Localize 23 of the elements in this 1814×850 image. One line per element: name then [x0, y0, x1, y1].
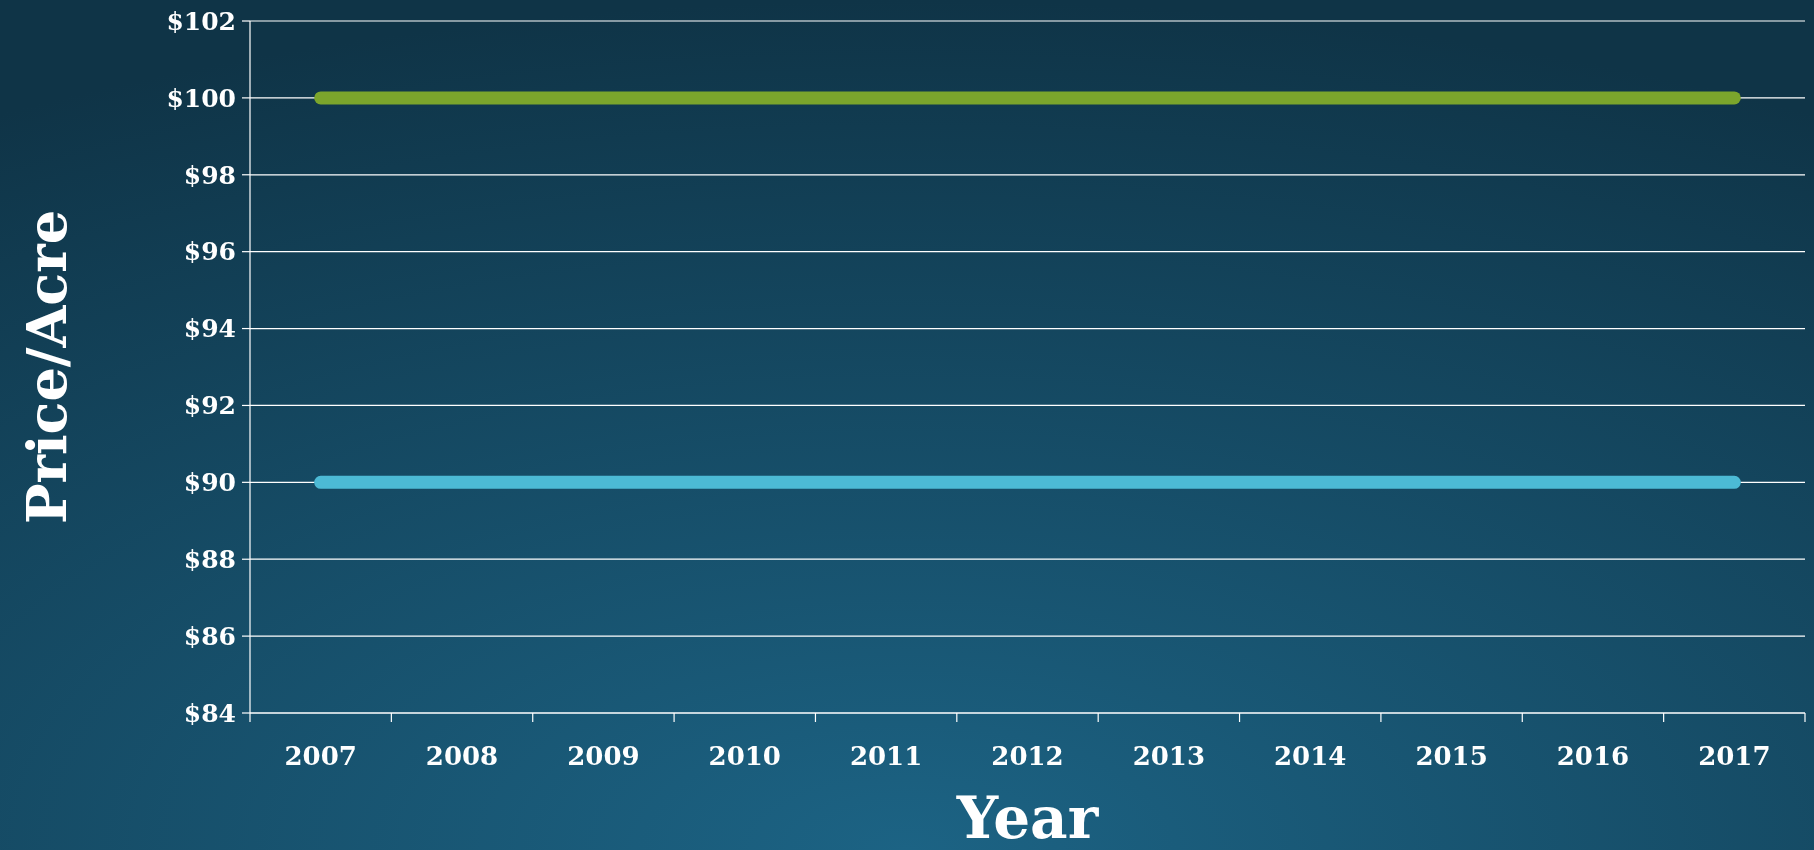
x-tick-label: 2015: [1415, 741, 1488, 771]
y-tick-label: $92: [183, 391, 236, 421]
y-tick-label: $100: [166, 83, 236, 113]
x-tick-label: 2007: [284, 741, 357, 771]
x-tick-label: 2011: [849, 741, 923, 771]
y-tick-label: $88: [183, 544, 236, 574]
y-axis-title: Price/Acre: [15, 209, 79, 525]
y-tick-label: $96: [183, 237, 236, 267]
x-tick-label: 2013: [1132, 741, 1206, 771]
x-tick-label: 2014: [1274, 741, 1347, 771]
x-tick-label: 2016: [1556, 741, 1630, 771]
x-tick-label: 2010: [708, 741, 781, 771]
y-tick-label: $98: [183, 160, 236, 190]
x-tick-label: 2009: [567, 741, 640, 771]
y-tick-label: $94: [183, 314, 236, 344]
x-tick-label: 2017: [1698, 741, 1771, 771]
y-tick-label: $84: [183, 698, 236, 728]
y-tick-label: $102: [166, 6, 236, 36]
y-tick-label: $86: [183, 621, 236, 651]
x-tick-label: 2008: [425, 741, 499, 771]
x-axis-title: Year: [955, 784, 1100, 850]
x-tick-label: 2012: [991, 741, 1064, 771]
y-tick-label: $90: [183, 468, 236, 498]
